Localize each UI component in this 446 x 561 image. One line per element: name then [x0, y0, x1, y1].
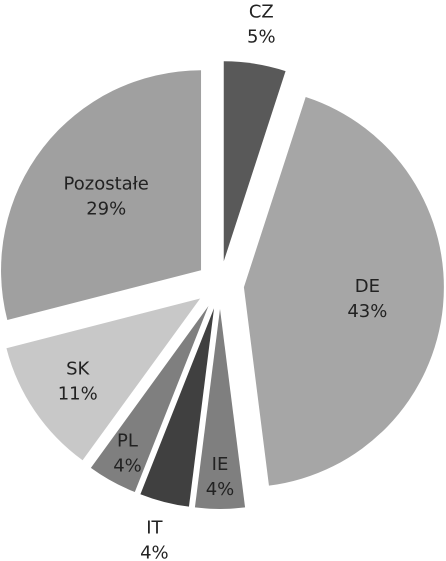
- slice-category-label: SK: [66, 359, 90, 380]
- slice-category-label: CZ: [249, 1, 274, 22]
- slice-value-label: 29%: [86, 199, 126, 220]
- slice-value-label: 11%: [58, 384, 98, 405]
- pie-slice: [243, 97, 444, 486]
- pie-slice: [223, 61, 286, 262]
- pie-slice: [90, 306, 209, 492]
- slice-category-label: PL: [117, 430, 138, 451]
- slice-value-label: 43%: [347, 301, 387, 322]
- pie-slice: [194, 309, 246, 509]
- slice-category-label: DE: [355, 276, 380, 297]
- slice-value-label: 4%: [140, 543, 169, 561]
- slice-value-label: 4%: [206, 479, 235, 500]
- slice-value-label: 5%: [247, 26, 276, 47]
- slice-value-label: 4%: [113, 455, 142, 476]
- pie-slice: [140, 308, 215, 507]
- pie-slice: [1, 70, 202, 321]
- slice-category-label: IE: [212, 454, 229, 475]
- slice-category-label: IT: [146, 518, 163, 539]
- slice-category-label: Pozostałe: [64, 174, 149, 195]
- pie-slice: [6, 298, 201, 461]
